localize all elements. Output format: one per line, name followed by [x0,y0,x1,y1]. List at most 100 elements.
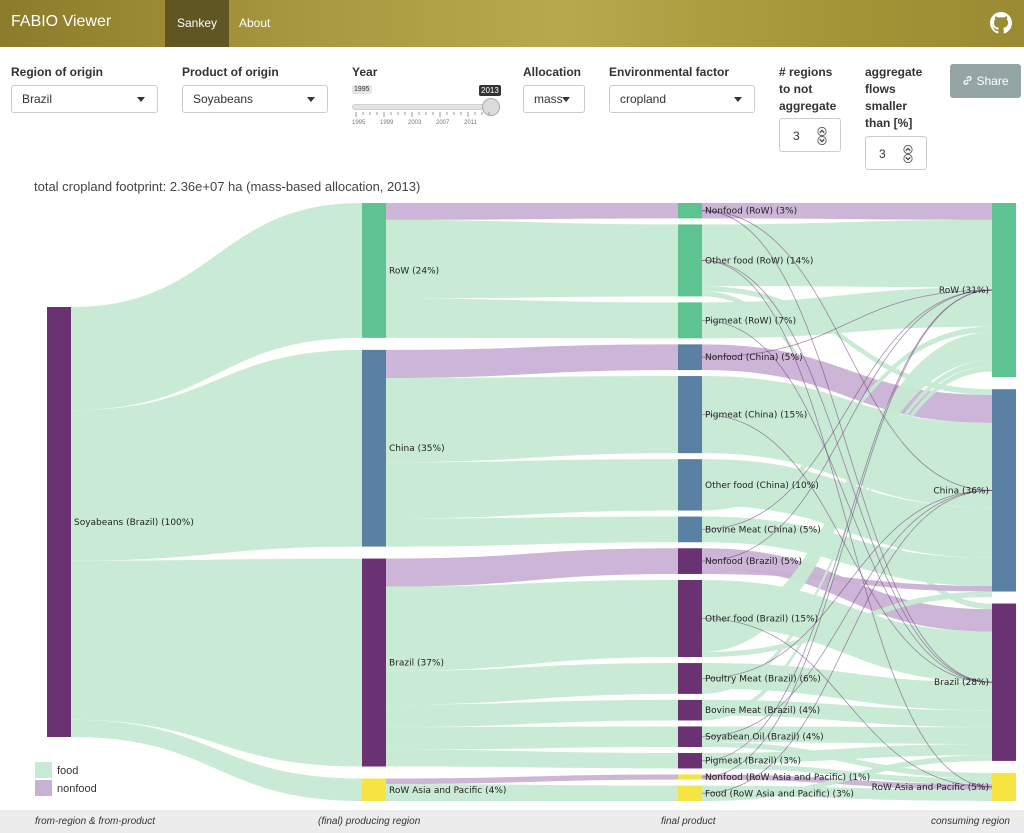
sankey-link[interactable] [702,516,992,586]
sankey-node[interactable] [678,753,702,769]
sankey-link[interactable] [702,763,992,785]
sankey-link[interactable] [702,360,992,694]
sankey-node[interactable] [992,772,1016,801]
sankey-minor-link[interactable] [701,260,993,683]
sankey-node[interactable] [678,302,702,339]
sankey-minor-link[interactable] [701,210,993,491]
aggregate-flows-input[interactable]: 3 [865,136,927,170]
sankey-link[interactable] [702,376,992,508]
sankey-node[interactable] [362,558,386,767]
sankey-minor-link[interactable] [701,289,993,762]
sankey-node[interactable] [678,726,702,748]
sankey-link[interactable] [702,568,992,592]
sankey-link[interactable] [702,755,992,801]
year-slider[interactable]: 1995 2013 1995 1999 2003 2007 2011 [352,85,502,130]
sankey-node[interactable] [678,579,702,658]
sankey-node[interactable] [678,663,702,694]
sankey-node[interactable] [678,376,702,454]
sankey-link[interactable] [702,785,992,801]
sankey-link[interactable] [702,219,992,288]
sankey-node-label: Pigmeat (China) (15%) [705,411,807,421]
sankey-node[interactable] [992,203,1016,378]
sankey-link[interactable] [386,579,678,671]
sankey-link[interactable] [702,286,992,395]
sankey-link[interactable] [386,774,678,785]
sankey-link[interactable] [702,548,992,632]
app-brand[interactable]: FABIO Viewer [11,13,112,30]
tab-sankey[interactable]: Sankey [165,0,230,47]
region-select[interactable]: Brazil [11,85,158,113]
sankey-minor-link[interactable] [701,289,993,562]
env-factor-select[interactable]: cropland [609,85,755,113]
sankey-node[interactable] [678,516,702,543]
sankey-node[interactable] [362,203,386,338]
allocation-select[interactable]: mass [523,85,585,113]
sankey-minor-link[interactable] [701,210,993,683]
sankey-minor-link[interactable] [701,289,993,530]
sankey-link[interactable] [386,203,678,220]
sankey-node[interactable] [678,459,702,511]
sankey-node[interactable] [678,548,702,574]
sankey-link[interactable] [702,326,992,511]
github-icon[interactable] [990,12,1012,34]
sankey-minor-link[interactable] [701,414,993,683]
sankey-link[interactable] [386,699,678,728]
sankey-link[interactable] [386,344,678,378]
sankey-node[interactable] [678,344,702,371]
sankey-node[interactable] [362,349,386,547]
sankey-link[interactable] [386,726,678,750]
sankey-node[interactable] [678,203,702,219]
sankey-link[interactable] [386,749,678,769]
sankey-minor-link[interactable] [701,319,993,683]
sankey-node[interactable] [678,774,702,780]
sankey-link[interactable] [71,719,362,801]
sankey-link[interactable] [702,663,992,711]
sankey-link[interactable] [702,744,992,764]
sankey-minor-link[interactable] [701,618,993,788]
sankey-minor-link[interactable] [701,489,993,679]
sankey-link[interactable] [71,203,362,411]
regions-not-aggregate-input[interactable]: 3 [779,118,841,152]
sankey-minor-link[interactable] [701,489,993,794]
sankey-node[interactable] [678,785,702,801]
sankey-link[interactable] [702,332,992,652]
sankey-link[interactable] [386,548,678,587]
sankey-link[interactable] [702,203,992,220]
sankey-link[interactable] [386,784,678,801]
spinner-icon[interactable] [902,145,914,163]
sankey-minor-link[interactable] [701,489,993,738]
slider-track[interactable] [352,104,492,110]
sankey-minor-link[interactable] [701,289,993,358]
sankey-minor-link[interactable] [701,289,993,778]
sankey-node[interactable] [678,699,702,721]
sankey-link[interactable] [702,591,992,658]
sankey-node[interactable] [47,307,71,737]
sankey-link[interactable] [702,365,992,721]
slider-handle[interactable] [482,98,500,116]
share-button[interactable]: Share [950,64,1021,98]
spinner-icon[interactable] [816,127,828,145]
sankey-node[interactable] [678,224,702,297]
sankey-link[interactable] [702,287,992,339]
sankey-node[interactable] [992,389,1016,592]
sankey-node-label: Brazil (28%) [934,678,989,688]
sankey-node[interactable] [992,603,1016,761]
sankey-link[interactable] [386,459,678,519]
sankey-link[interactable] [71,349,362,561]
sankey-link[interactable] [386,219,678,299]
link-icon [963,76,973,85]
sankey-link[interactable] [386,376,678,463]
sankey-link[interactable] [386,516,678,547]
tab-about[interactable]: About [239,16,271,30]
sankey-link[interactable] [386,298,678,339]
product-select[interactable]: Soyabeans [182,85,328,113]
sankey-link[interactable] [702,741,992,779]
sankey-link[interactable] [702,774,992,790]
sankey-link[interactable] [386,663,678,705]
sankey-link[interactable] [702,459,992,558]
sankey-node-label: Other food (Brazil) (15%) [705,615,818,625]
sankey-link[interactable] [702,699,992,728]
sankey-link[interactable] [71,558,362,767]
sankey-minor-link[interactable] [701,260,993,788]
sankey-node[interactable] [362,778,386,801]
